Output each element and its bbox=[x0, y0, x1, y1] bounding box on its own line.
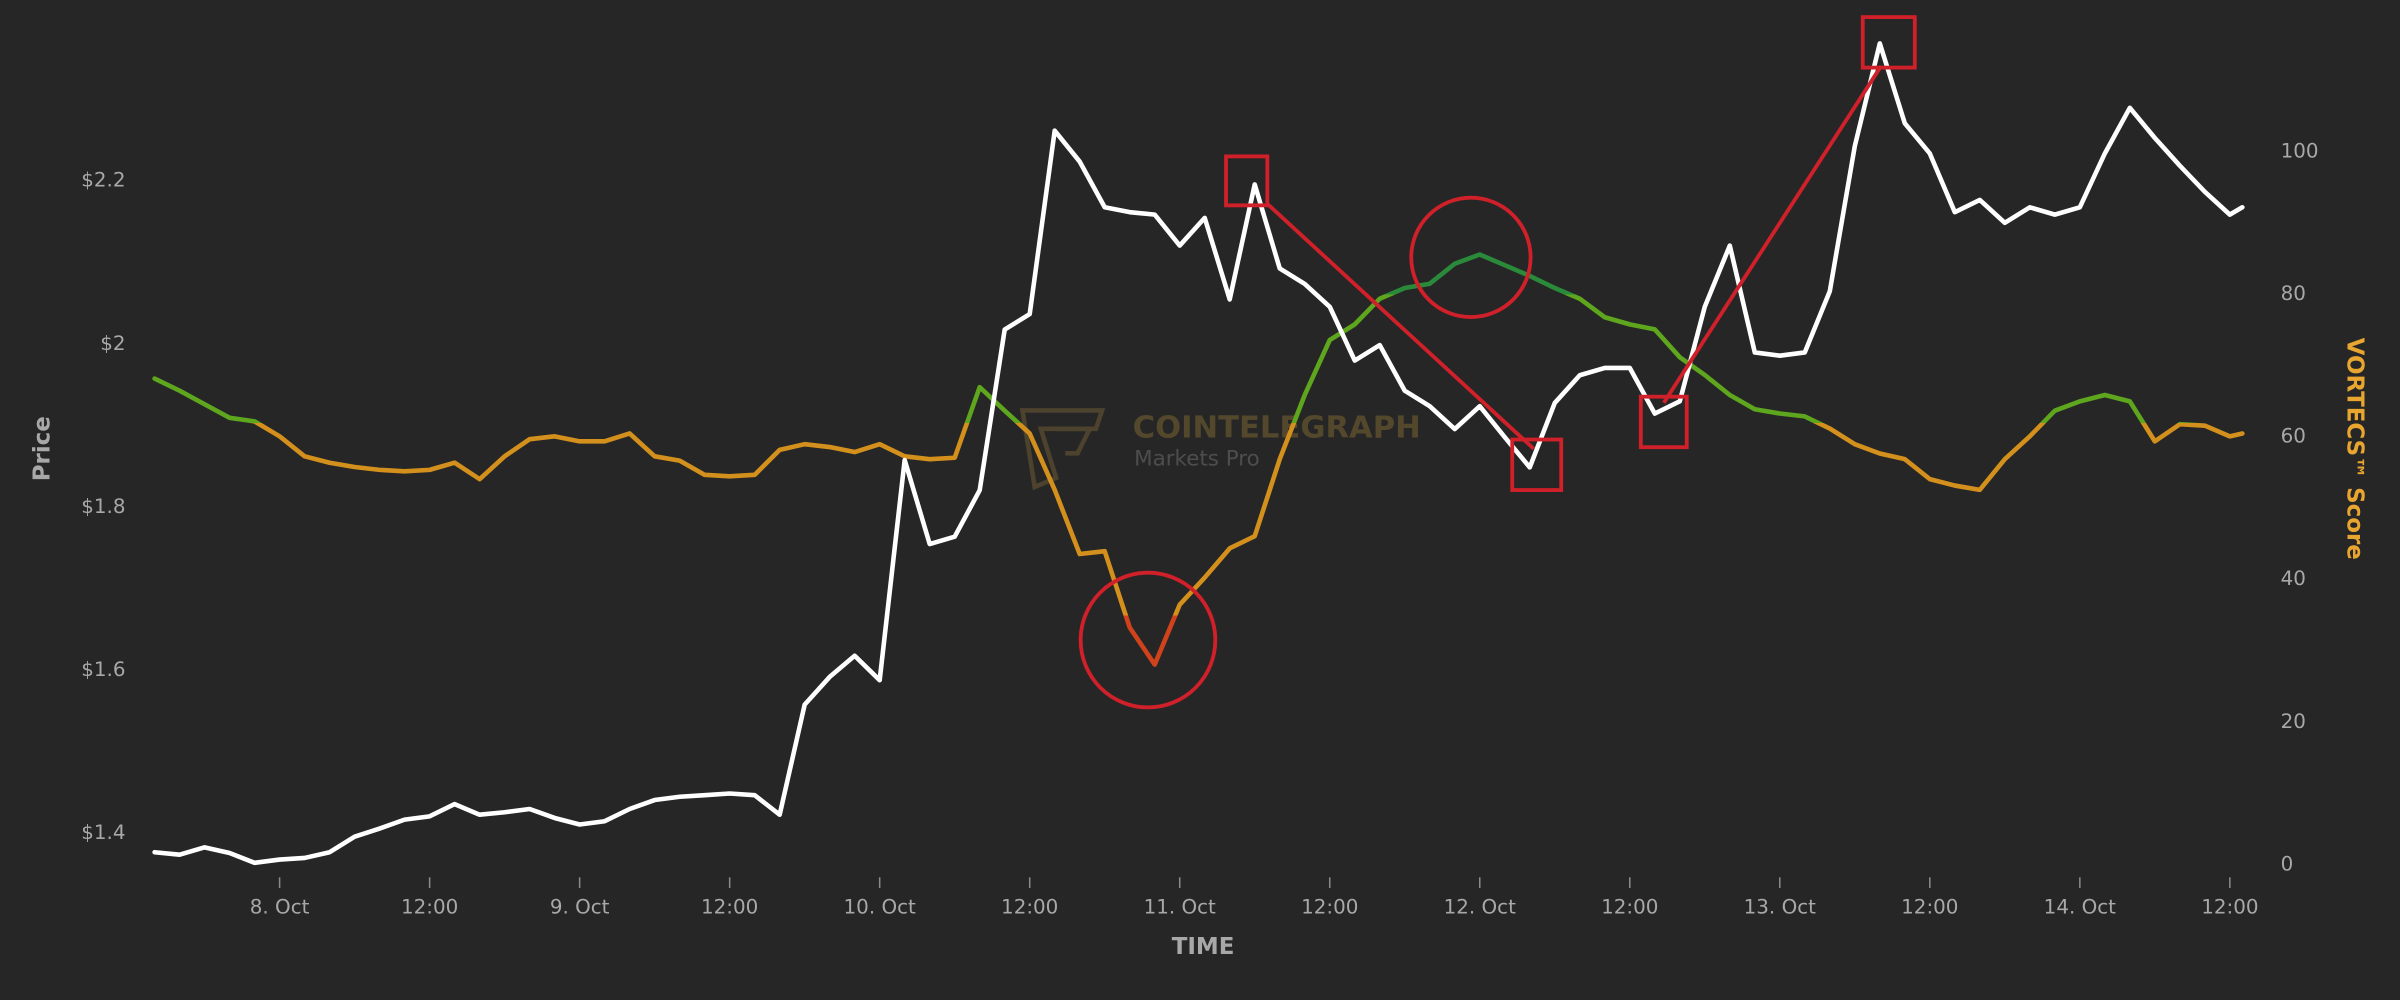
x-tick-label: 12:00 bbox=[701, 895, 758, 918]
annotation-line bbox=[1266, 202, 1535, 451]
annotation-circle bbox=[1078, 570, 1218, 710]
annotation-box bbox=[1638, 394, 1689, 450]
annotations bbox=[1078, 15, 1917, 710]
y-tick-label: $1.4 bbox=[81, 821, 125, 844]
watermark-title: COINTELEGRAPH bbox=[1133, 410, 1421, 445]
watermark-subtitle: Markets Pro bbox=[1134, 446, 1260, 471]
x-tick-label: 12:00 bbox=[1301, 895, 1358, 918]
x-tick-label: 11. Oct bbox=[1144, 895, 1216, 918]
y2-tick-label: 100 bbox=[2281, 139, 2319, 162]
x-axis-title: TIME bbox=[1172, 934, 1235, 960]
x-tick-label: 10. Oct bbox=[844, 895, 916, 918]
annotation-box bbox=[1860, 15, 1917, 70]
x-tick-label: 12:00 bbox=[2201, 895, 2258, 918]
y2-axis-title: VORTECS™ Score bbox=[2342, 338, 2368, 560]
y-axis-title: Price bbox=[29, 416, 55, 481]
y-tick-label: $2 bbox=[100, 332, 125, 355]
annotation-circle bbox=[1409, 195, 1533, 320]
y2-tick-label: 80 bbox=[2281, 282, 2306, 305]
plot-area: 8. Oct 12:00 9. Oct 12:00 10. Oct 12:00 11. Oc… bbox=[81, 41, 2319, 918]
annotation-box bbox=[1510, 437, 1564, 492]
x-tick-label: 14. Oct bbox=[2044, 895, 2116, 918]
x-tick-label: 12. Oct bbox=[1444, 895, 1516, 918]
annotation-line bbox=[1662, 65, 1883, 404]
annotation-box bbox=[1224, 154, 1270, 208]
watermark-logo bbox=[1019, 408, 1106, 491]
x-tick-label: 12:00 bbox=[1601, 895, 1658, 918]
x-tick-label: 8. Oct bbox=[250, 895, 310, 918]
series-line bbox=[152, 252, 2245, 667]
y-tick-label: $1.6 bbox=[81, 658, 125, 681]
y2-tick-label: 60 bbox=[2281, 425, 2306, 448]
y-tick-label: $2.2 bbox=[81, 169, 125, 192]
y2-tick-label: 40 bbox=[2281, 567, 2306, 590]
x-tick-label: 13. Oct bbox=[1744, 895, 1816, 918]
x-tick-label: 12:00 bbox=[1001, 895, 1058, 918]
y2-tick-label: 0 bbox=[2281, 852, 2294, 875]
series-line bbox=[152, 41, 2245, 866]
x-tick-label: 9. Oct bbox=[550, 895, 610, 918]
y2-tick-label: 20 bbox=[2281, 710, 2306, 733]
x-tick-label: 12:00 bbox=[401, 895, 458, 918]
x-tick-label: 12:00 bbox=[1901, 895, 1958, 918]
y-tick-label: $1.8 bbox=[81, 495, 125, 518]
watermark: COINTELEGRAPH Markets Pro bbox=[1019, 408, 1421, 491]
